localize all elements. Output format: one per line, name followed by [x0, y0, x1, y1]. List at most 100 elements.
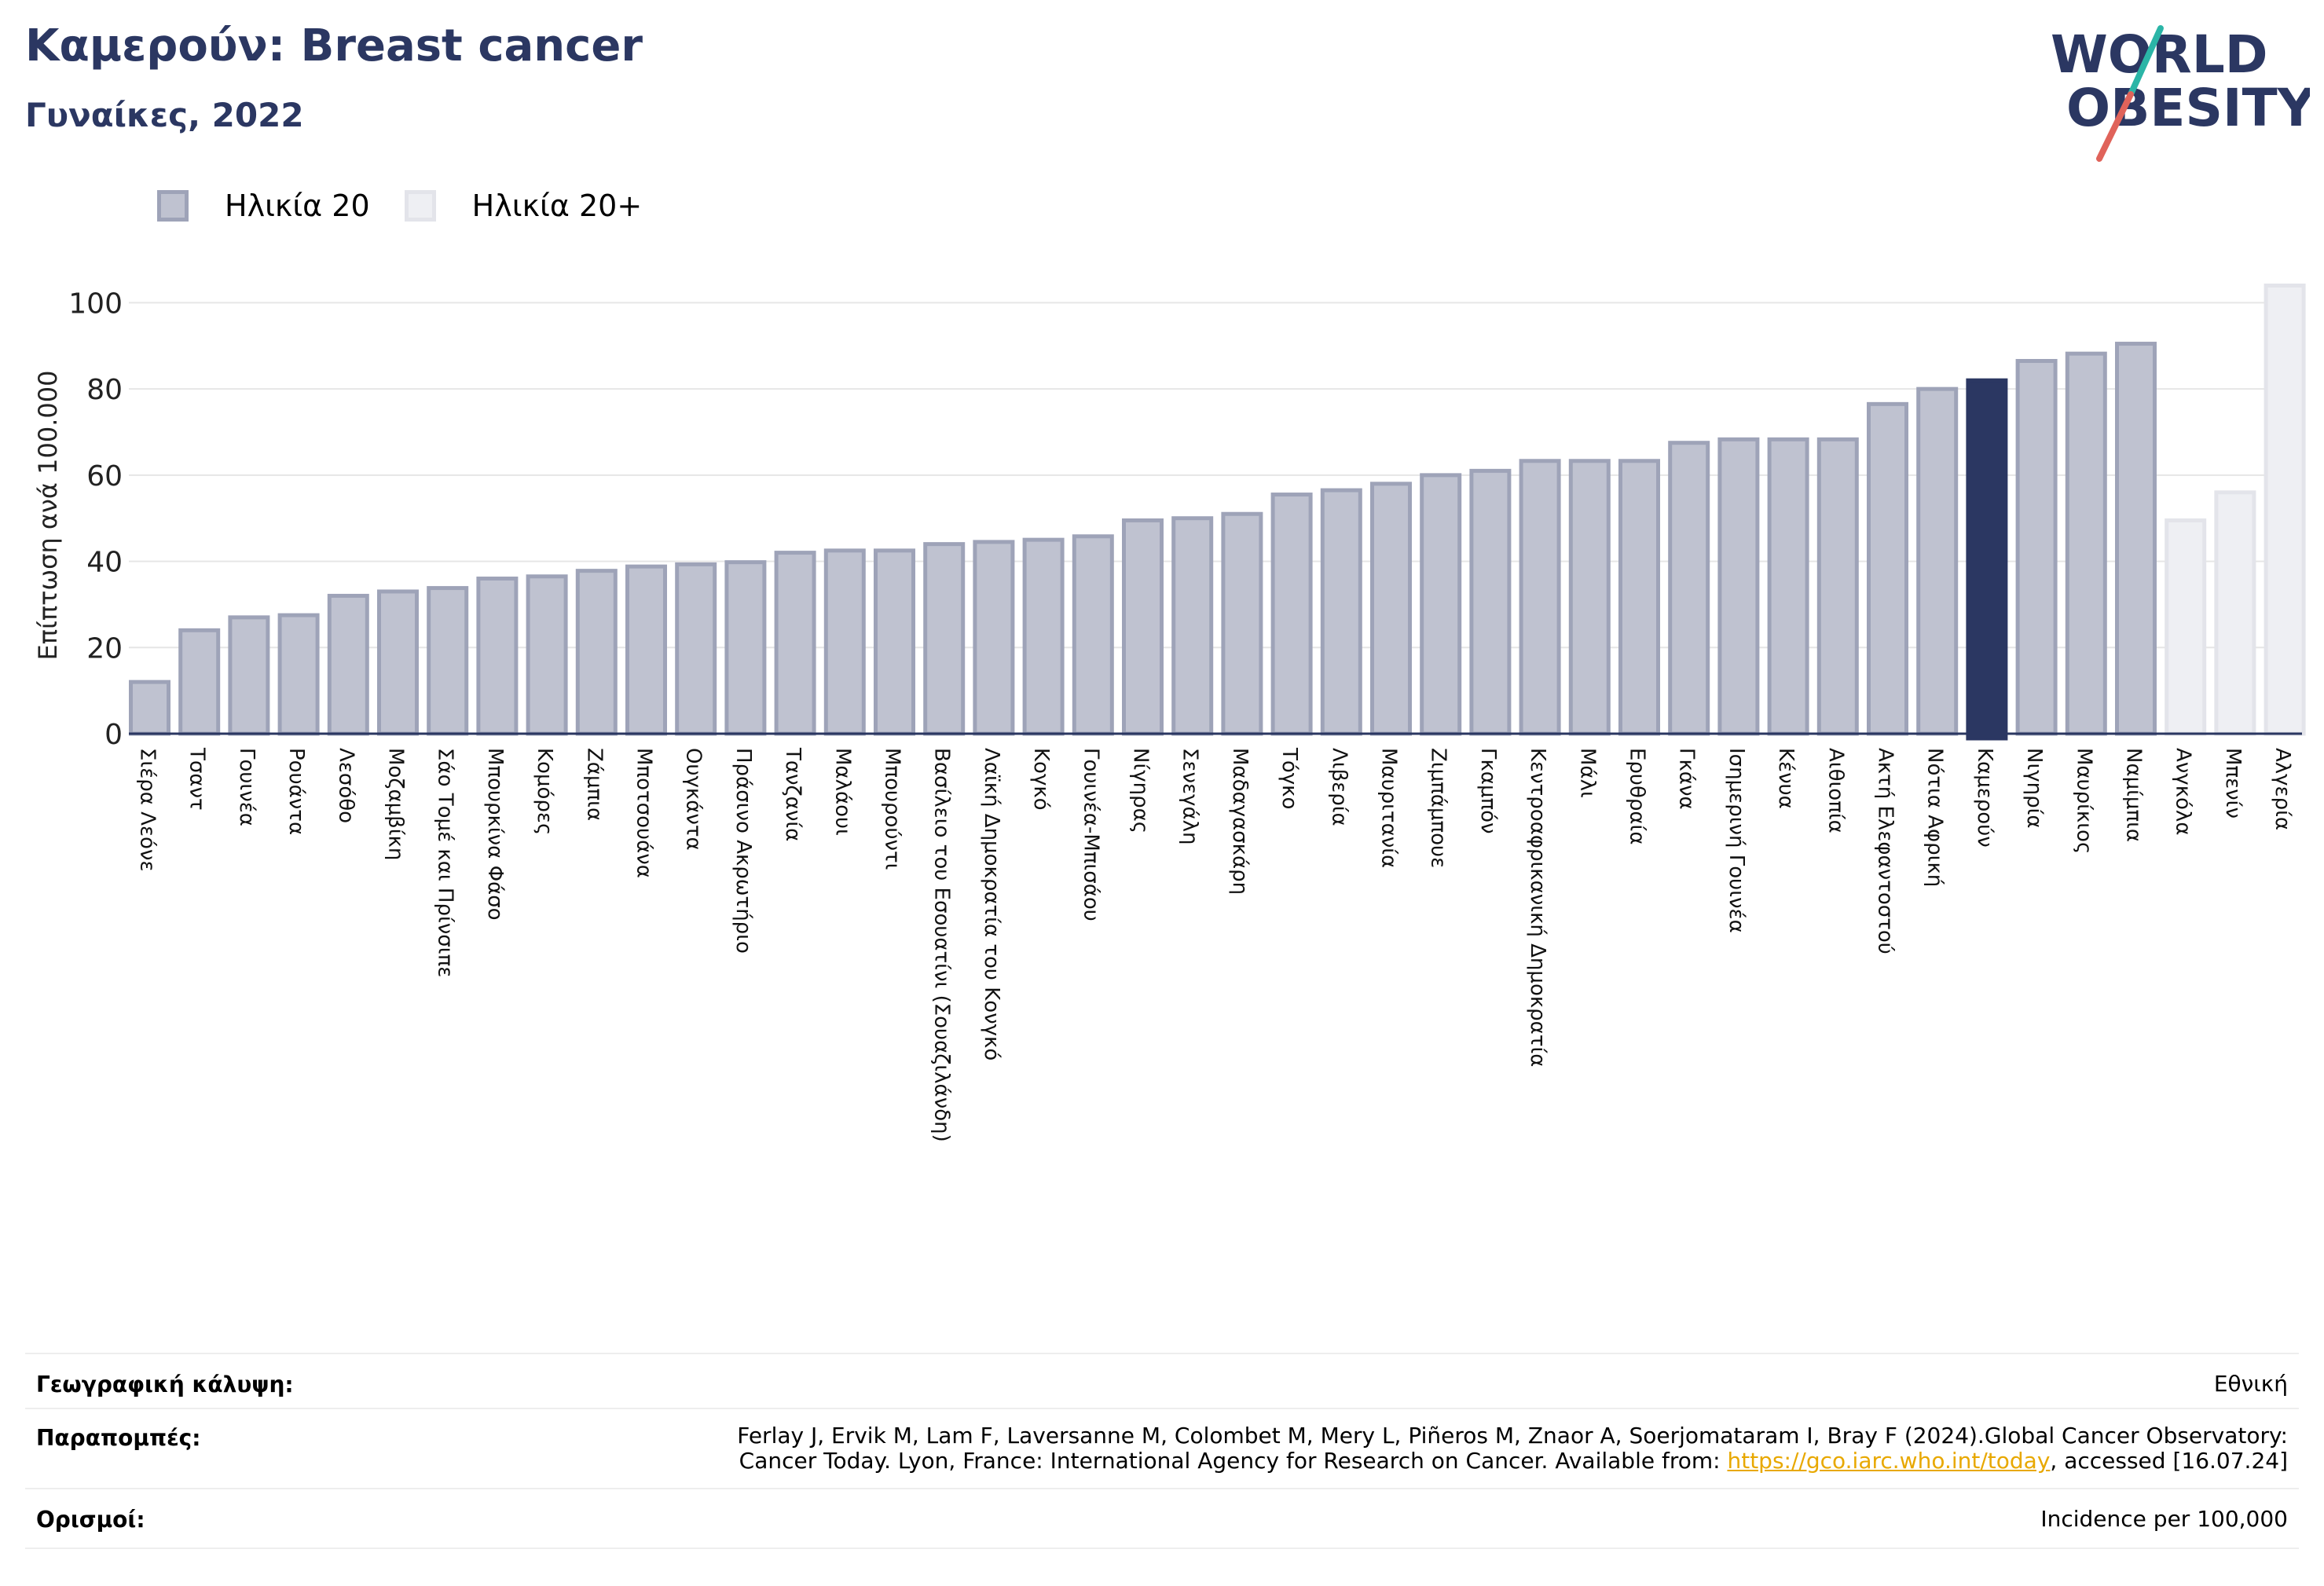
x-tick-label: Βασίλειο του Εσουατίνι (Σουαζιλάνδη)	[930, 748, 954, 1142]
bar-42[interactable]	[2165, 518, 2207, 736]
x-tick-label: Ουγκάντα	[682, 748, 706, 851]
bar-35[interactable]	[1816, 437, 1859, 736]
references-line-2-text: Cancer Today. Lyon, France: Internationa…	[739, 1448, 1728, 1474]
bar-3[interactable]	[228, 615, 270, 736]
bar-41[interactable]	[2115, 342, 2157, 736]
bar-6[interactable]	[377, 589, 419, 736]
bar-15[interactable]	[823, 548, 866, 736]
metadata-row-coverage: Γεωγραφική κάλυψη: Εθνική	[25, 1353, 2299, 1409]
bar-7[interactable]	[427, 586, 469, 736]
x-tick-label: Ρουάντα	[284, 748, 308, 835]
y-tick-label: 80	[86, 374, 123, 406]
bar-30[interactable]	[1568, 459, 1611, 736]
bar-19[interactable]	[1022, 537, 1065, 736]
chart-subtitle: Γυναίκες, 2022	[25, 96, 304, 134]
x-tick-label: Κεντροαφρικανική Δημοκρατία	[1526, 748, 1549, 1067]
bar-39[interactable]	[2015, 358, 2058, 736]
bar-28[interactable]	[1469, 468, 1512, 736]
references-link[interactable]: https://gco.iarc.who.int/today	[1727, 1448, 2051, 1474]
x-tick-label: Αιθιοπία	[1824, 748, 1847, 833]
bar-2[interactable]	[178, 628, 221, 736]
bar-23[interactable]	[1221, 511, 1263, 736]
bar-44[interactable]	[2264, 283, 2306, 736]
bar-20[interactable]	[1072, 534, 1114, 736]
x-tick-label: Λεσόθο	[334, 748, 357, 823]
definitions-value: Incidence per 100,000	[2040, 1506, 2288, 1532]
bar-16[interactable]	[874, 548, 915, 736]
x-tick-label: Ανγκόλα	[2172, 748, 2195, 835]
bar-9[interactable]	[526, 574, 568, 736]
x-tick-label: Γουινέα-Μπισάου	[1079, 748, 1102, 921]
bar-14[interactable]	[774, 551, 816, 736]
x-tick-label: Μπουρούντι	[881, 748, 904, 870]
references-line-1: Ferlay J, Ervik M, Lam F, Laversanne M, …	[737, 1423, 2288, 1449]
x-tick-label: Πράσινο Ακρωτήριο	[731, 748, 755, 954]
x-tick-label: Μαυριτανία	[1377, 748, 1401, 868]
logo-slash-teal	[2128, 25, 2164, 97]
bar-34[interactable]	[1767, 437, 1809, 736]
metadata-table: Γεωγραφική κάλυψη: Εθνική Παραπομπές: Fe…	[25, 1353, 2299, 1549]
bar-32[interactable]	[1668, 441, 1710, 736]
bar-40[interactable]	[2065, 351, 2107, 736]
legend-swatch-age-20	[157, 190, 189, 222]
x-tick-label: Σιέρα Λεόνε	[136, 748, 159, 872]
bar-13[interactable]	[724, 560, 767, 736]
x-tick-label: Μοζαμβίκη	[384, 748, 408, 860]
legend-item-age-20[interactable]: Ηλικία 20	[157, 189, 370, 223]
x-tick-label: Αλγερία	[2271, 748, 2294, 830]
chart-title: Καμερούν: Breast cancer	[25, 20, 643, 71]
bar-25[interactable]	[1320, 488, 1362, 736]
x-tick-label: Μαυρίκιος	[2072, 748, 2095, 854]
bar-1[interactable]	[129, 679, 170, 736]
bar-43[interactable]	[2214, 490, 2256, 736]
bar-38[interactable]	[1966, 378, 2008, 741]
x-tick-label: Λαϊκή Δημοκρατία του Κονγκό	[980, 748, 1003, 1060]
legend-label-age-20-plus: Ηλικία 20+	[471, 189, 643, 223]
bar-4[interactable]	[277, 613, 320, 736]
bar-31[interactable]	[1618, 459, 1660, 736]
x-tick-label: Κένυα	[1774, 748, 1798, 809]
bar-27[interactable]	[1420, 473, 1462, 736]
bar-37[interactable]	[1916, 386, 1959, 736]
legend-label-age-20: Ηλικία 20	[225, 189, 370, 223]
x-tick-label: Τόγκο	[1277, 747, 1301, 809]
bar-8[interactable]	[476, 577, 519, 736]
bar-10[interactable]	[575, 569, 618, 736]
bar-24[interactable]	[1270, 493, 1313, 736]
x-tick-label: Ζάμπια	[582, 748, 606, 821]
bar-26[interactable]	[1370, 482, 1412, 736]
x-tick-label: Μποτσουάνα	[632, 748, 656, 878]
x-tick-label: Μάλι	[1575, 748, 1599, 798]
bar-21[interactable]	[1122, 518, 1164, 736]
x-tick-label: Ζιμπάμπουε	[1427, 748, 1450, 868]
chart-legend: Ηλικία 20 Ηλικία 20+	[157, 182, 669, 229]
bar-36[interactable]	[1867, 401, 1908, 736]
bar-11[interactable]	[625, 564, 667, 736]
x-tick-label: Ερυθραία	[1626, 748, 1649, 844]
x-tick-label: Τανζανία	[781, 747, 805, 841]
x-tick-label: Νιγηρία	[2022, 748, 2046, 829]
references-line-2: Cancer Today. Lyon, France: Internationa…	[737, 1449, 2288, 1474]
x-tick-label: Νίγηρας	[1129, 748, 1153, 833]
metadata-row-references: Παραπομπές: Ferlay J, Ervik M, Lam F, La…	[25, 1408, 2299, 1489]
bar-33[interactable]	[1717, 437, 1760, 736]
bar-5[interactable]	[327, 593, 369, 736]
definitions-label: Ορισμοί:	[36, 1507, 145, 1533]
x-tick-label: Ακτή Ελεφαντοστού	[1874, 748, 1897, 954]
bar-29[interactable]	[1519, 459, 1561, 736]
bar-12[interactable]	[675, 562, 717, 736]
y-tick-label: 40	[86, 547, 123, 579]
x-tick-label: Μαδαγασκάρη	[1228, 748, 1252, 895]
x-tick-label: Γκαμπόν	[1476, 748, 1500, 834]
y-tick-label: 60	[86, 460, 123, 493]
legend-item-age-20-plus[interactable]: Ηλικία 20+	[397, 189, 643, 223]
x-tick-label: Γουινέα	[235, 748, 258, 826]
legend-swatch-age-20-plus	[404, 190, 436, 222]
metadata-row-definitions: Ορισμοί: Incidence per 100,000	[25, 1488, 2299, 1549]
bar-22[interactable]	[1171, 516, 1214, 736]
bar-18[interactable]	[973, 540, 1015, 736]
bar-17[interactable]	[923, 542, 966, 736]
logo-slash-red	[2096, 91, 2134, 162]
x-tick-label: Κομόρες	[533, 748, 556, 835]
references-accessed: , accessed [16.07.24]	[2050, 1448, 2288, 1474]
